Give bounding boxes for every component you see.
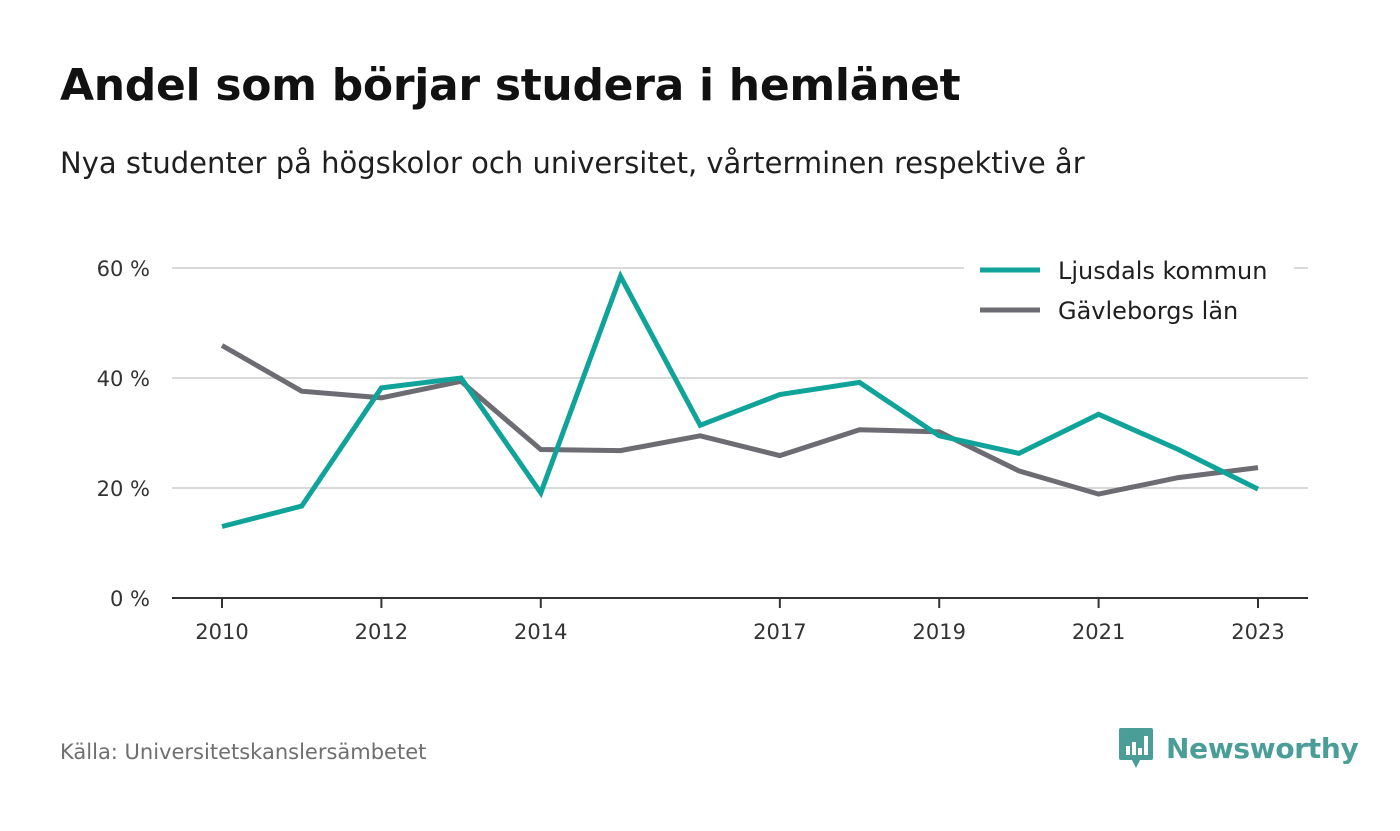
series-line-ljusdals-kommun — [221, 270, 1260, 529]
x-tick-label: 2021 — [1072, 620, 1125, 644]
legend-label: Ljusdals kommun — [1058, 257, 1267, 285]
y-tick-label: 0 % — [110, 587, 150, 611]
newsworthy-logo-icon — [1119, 728, 1153, 768]
chart-subtitle: Nya studenter på högskolor och universit… — [60, 146, 1085, 180]
series-line-gavleborgs-lan — [220, 343, 1259, 497]
y-axis-ticks: 0 % 20 % 40 % 60 % — [97, 257, 150, 611]
x-tick-label: 2014 — [514, 620, 567, 644]
x-tick-label: 2010 — [195, 620, 248, 644]
x-axis-ticks: 2010 2012 2014 2017 2019 2021 2023 — [195, 598, 1285, 644]
x-tick-label: 2019 — [913, 620, 966, 644]
legend: Ljusdals kommun Gävleborgs län — [964, 248, 1294, 330]
brand-logo: Newsworthy — [1118, 726, 1359, 770]
series-layer — [220, 270, 1260, 529]
y-tick-label: 60 % — [97, 257, 150, 281]
legend-label: Gävleborgs län — [1058, 297, 1238, 325]
y-tick-label: 40 % — [97, 367, 150, 391]
x-tick-label: 2017 — [753, 620, 806, 644]
y-tick-label: 20 % — [97, 477, 150, 501]
chart-title: Andel som börjar studera i hemlänet — [60, 60, 961, 111]
source-note: Källa: Universitetskanslersämbetet — [60, 740, 427, 764]
x-tick-label: 2012 — [355, 620, 408, 644]
x-tick-label: 2023 — [1231, 620, 1284, 644]
brand-name: Newsworthy — [1166, 731, 1359, 765]
legend-background — [964, 248, 1294, 330]
